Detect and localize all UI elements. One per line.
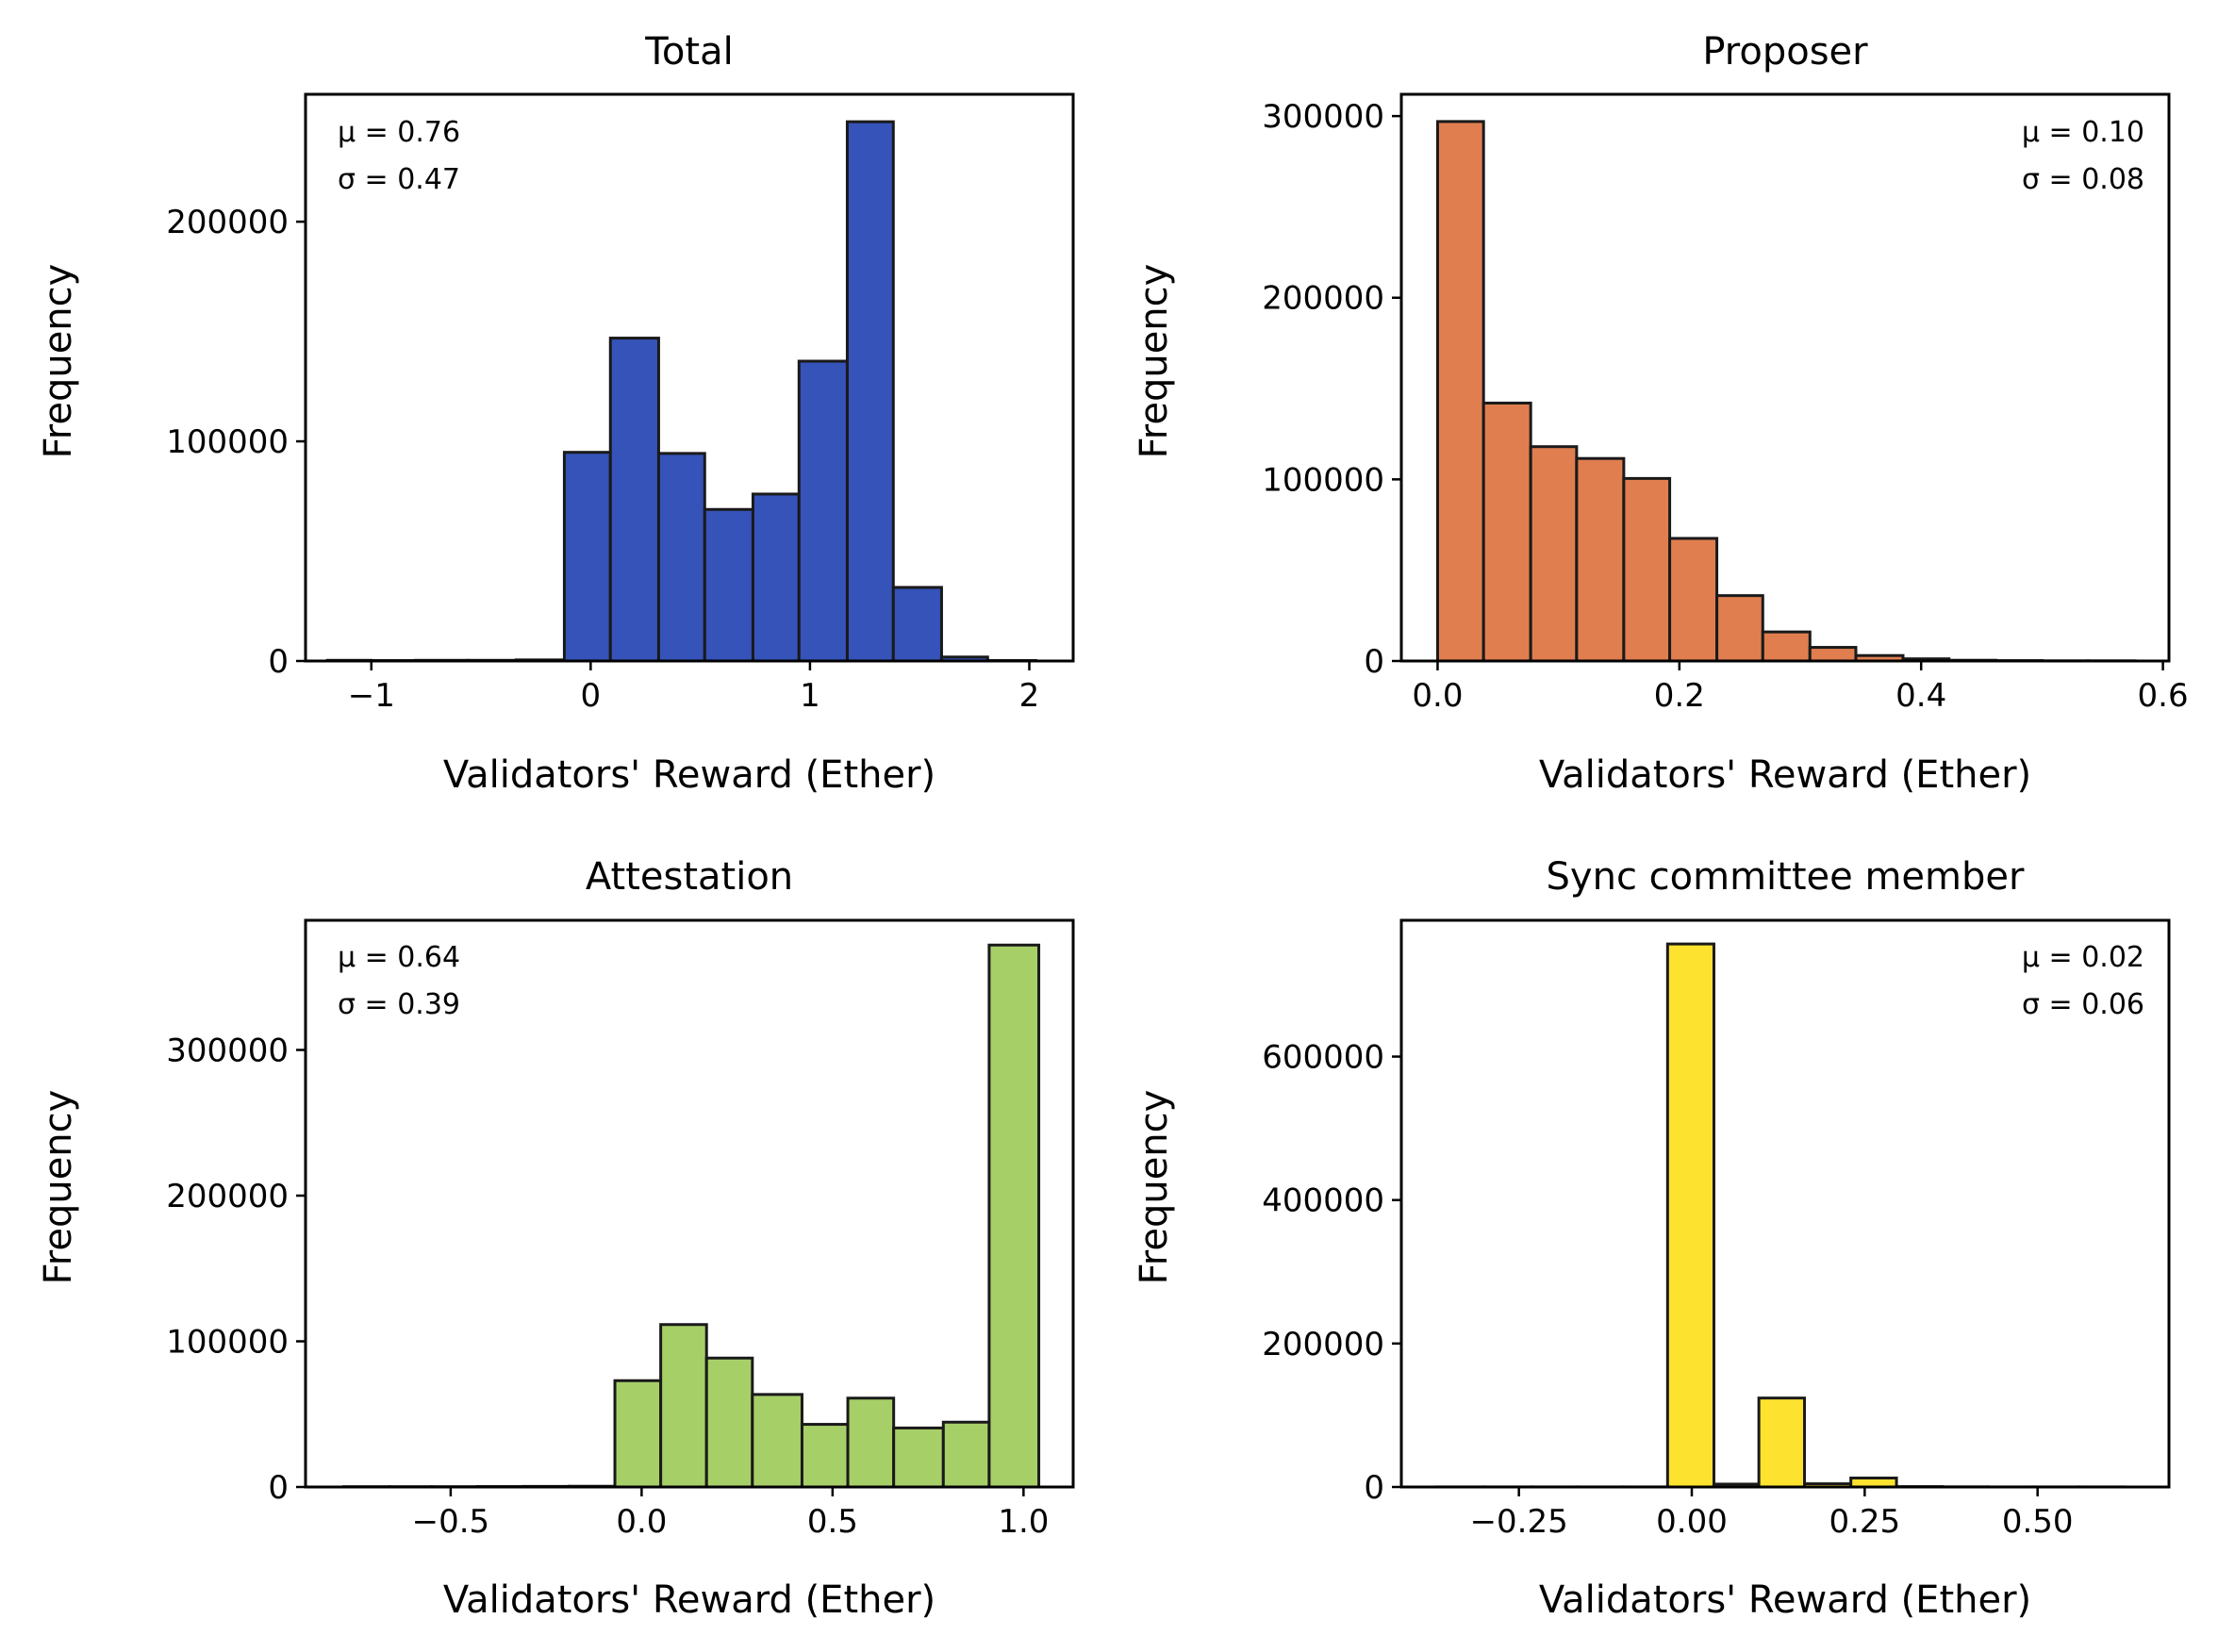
y-tick-label: 300000 bbox=[166, 1032, 289, 1070]
std-annotation: σ = 0.39 bbox=[338, 988, 460, 1021]
subplot-attestation: Attestation Validators' Reward (Ether) F… bbox=[37, 855, 1075, 1622]
y-tick-label: 0 bbox=[268, 1469, 289, 1507]
histogram-bar bbox=[892, 1426, 945, 1489]
mean-annotation: μ = 0.02 bbox=[2022, 941, 2144, 974]
histogram-bar bbox=[800, 1423, 850, 1489]
x-axis-label: Validators' Reward (Ether) bbox=[1539, 1578, 2031, 1622]
histogram-bar bbox=[562, 451, 612, 663]
histogram-bar bbox=[1808, 646, 1858, 663]
plot-frame bbox=[304, 92, 1075, 663]
x-axis-label: Validators' Reward (Ether) bbox=[443, 1578, 935, 1622]
std-annotation: σ = 0.47 bbox=[338, 163, 460, 196]
histogram-bar bbox=[797, 359, 849, 663]
histogram-bar bbox=[1715, 594, 1764, 663]
y-axis-label: Frequency bbox=[37, 264, 80, 459]
x-tick-label: 0.50 bbox=[2002, 1503, 2074, 1541]
x-tick-label: 0.0 bbox=[616, 1503, 667, 1541]
histogram-bar bbox=[751, 492, 801, 663]
x-tick-label: 1.0 bbox=[998, 1503, 1049, 1541]
histogram-bar bbox=[1665, 942, 1715, 1489]
histogram-bar bbox=[846, 1396, 896, 1489]
subplot-title: Sync committee member bbox=[1547, 855, 2025, 899]
histogram-bar bbox=[608, 337, 660, 663]
x-tick-label: −0.25 bbox=[1470, 1503, 1568, 1541]
mean-annotation: μ = 0.76 bbox=[338, 116, 460, 149]
y-tick-label: 300000 bbox=[1262, 98, 1384, 136]
histogram-bar bbox=[891, 586, 943, 663]
y-tick-label: 100000 bbox=[166, 1324, 289, 1362]
subplot-title: Attestation bbox=[586, 855, 793, 899]
histogram-bar bbox=[751, 1393, 803, 1489]
x-tick-label: 0.0 bbox=[1412, 677, 1463, 715]
histogram-bar bbox=[613, 1379, 663, 1489]
y-tick-label: 100000 bbox=[1262, 461, 1384, 499]
std-annotation: σ = 0.06 bbox=[2022, 988, 2144, 1021]
mean-annotation: μ = 0.10 bbox=[2022, 116, 2144, 149]
histogram-bar bbox=[987, 943, 1041, 1489]
x-tick-label: 2 bbox=[1019, 677, 1040, 715]
x-tick-label: 0.5 bbox=[807, 1503, 858, 1541]
histogram-bar bbox=[656, 452, 706, 663]
histogram-bar bbox=[1435, 120, 1485, 663]
y-axis-label: Frequency bbox=[1133, 264, 1176, 459]
x-tick-label: 0.2 bbox=[1654, 677, 1705, 715]
subplot-title: Total bbox=[644, 30, 733, 74]
mean-annotation: μ = 0.64 bbox=[338, 941, 460, 974]
x-tick-label: 1 bbox=[800, 677, 820, 715]
x-tick-label: −1 bbox=[348, 677, 395, 715]
x-tick-label: 0 bbox=[581, 677, 602, 715]
subplot-title: Proposer bbox=[1702, 30, 1868, 74]
histogram-bar bbox=[1761, 630, 1812, 663]
plot-frame bbox=[1399, 92, 2171, 663]
y-tick-label: 0 bbox=[268, 643, 289, 681]
y-axis-label: Frequency bbox=[1133, 1090, 1176, 1285]
y-tick-label: 200000 bbox=[166, 1178, 289, 1215]
y-tick-label: 200000 bbox=[166, 204, 289, 241]
y-tick-label: 0 bbox=[1364, 1469, 1384, 1507]
y-tick-label: 200000 bbox=[1262, 280, 1384, 318]
histogram-bar bbox=[1529, 445, 1579, 663]
subplot-total: Total Validators' Reward (Ether) Frequen… bbox=[37, 30, 1075, 797]
y-tick-label: 0 bbox=[1364, 643, 1384, 681]
x-tick-label: −0.5 bbox=[412, 1503, 490, 1541]
histogram-bar bbox=[941, 1420, 991, 1489]
histogram-bar bbox=[704, 1356, 754, 1489]
histogram-bar bbox=[845, 120, 895, 663]
histogram-bar bbox=[1622, 476, 1672, 663]
x-axis-label: Validators' Reward (Ether) bbox=[443, 753, 935, 797]
subplot-sync-committee-member: Sync committee member Validators' Reward… bbox=[1133, 855, 2171, 1622]
y-tick-label: 600000 bbox=[1262, 1039, 1384, 1077]
plot-frame bbox=[304, 918, 1075, 1489]
histogram-bar bbox=[1575, 456, 1626, 663]
histogram-bar bbox=[1668, 537, 1719, 663]
y-tick-label: 200000 bbox=[1262, 1326, 1384, 1363]
x-tick-label: 0.00 bbox=[1656, 1503, 1728, 1541]
y-axis-label: Frequency bbox=[37, 1090, 80, 1285]
x-axis-label: Validators' Reward (Ether) bbox=[1539, 753, 2031, 797]
x-tick-label: 0.4 bbox=[1895, 677, 1946, 715]
histogram-bar bbox=[703, 507, 754, 663]
histogram-bar bbox=[1757, 1396, 1807, 1489]
histogram-bar bbox=[1481, 401, 1532, 663]
x-tick-label: 0.6 bbox=[2138, 677, 2189, 715]
subplot-proposer: Proposer Validators' Reward (Ether) Freq… bbox=[1133, 30, 2189, 797]
histogram-bar bbox=[659, 1323, 708, 1489]
y-tick-label: 100000 bbox=[166, 423, 289, 461]
plot-frame bbox=[1399, 918, 2171, 1489]
std-annotation: σ = 0.08 bbox=[2022, 163, 2144, 196]
y-tick-label: 400000 bbox=[1262, 1182, 1384, 1220]
x-tick-label: 0.25 bbox=[1829, 1503, 1900, 1541]
